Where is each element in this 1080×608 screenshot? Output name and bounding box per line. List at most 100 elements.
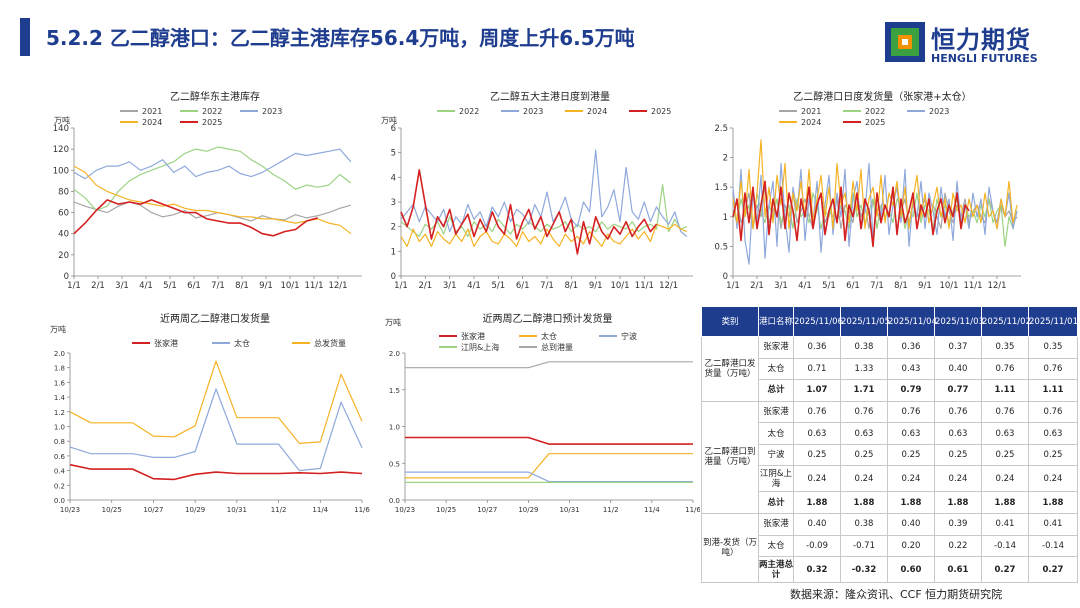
table-cell: 0.63 — [981, 422, 1029, 445]
table-cell: 0.24 — [934, 465, 982, 493]
series-line-总发货量 — [69, 360, 363, 444]
series-line-2025 — [732, 180, 970, 248]
series-line-2021 — [73, 201, 352, 222]
table-cell: 0.63 — [887, 422, 935, 445]
table-cell: 0.41 — [981, 512, 1029, 536]
table-cell: 1.88 — [793, 491, 841, 514]
legend-item: 江阴&上海 — [439, 342, 499, 352]
table-cell: 0.77 — [934, 379, 982, 402]
series-line-总到港量 — [405, 361, 693, 369]
y-axis-unit: 万吨 — [54, 115, 70, 125]
x-tick-label: 10/29 — [185, 506, 205, 514]
table-group-label: 乙二醇港口发货量（万吨） — [701, 336, 759, 402]
x-tick-label: 1/1 — [394, 281, 408, 291]
y-tick-label: 0.6 — [54, 453, 66, 461]
x-tick-label: 10/27 — [477, 506, 497, 514]
x-tick-label: 8/1 — [235, 281, 249, 291]
x-tick-label: 12/1 — [987, 281, 1006, 291]
y-tick-label: 0.4 — [54, 468, 66, 476]
table-cell: 1.11 — [1028, 379, 1078, 402]
legend-item: 2025 — [629, 107, 671, 116]
legend-label: 2022 — [202, 107, 222, 116]
legend-label: 2025 — [651, 107, 671, 116]
x-tick-label: 4/1 — [139, 281, 153, 291]
legend-label: 张家港 — [154, 338, 178, 348]
table-cell: 1.88 — [981, 491, 1029, 514]
x-tick-label: 10/25 — [436, 506, 456, 514]
x-tick-label: 12/1 — [659, 281, 678, 291]
table-cell: -0.32 — [840, 556, 888, 583]
table-cell: 0.76 — [981, 400, 1029, 424]
series-line-张家港 — [405, 436, 693, 445]
x-tick-label: 10/31 — [559, 506, 579, 514]
legend-item: 总到港量 — [519, 342, 573, 352]
table-row-name: 江阴&上海 — [758, 465, 794, 493]
x-tick-label: 7/1 — [870, 281, 884, 291]
chart-svg: 近两周乙二醇港口预计发货量 万吨 0.0 0.5 1.0 1.5 2.0 10/23 10/25… — [385, 312, 700, 514]
x-tick-label: 12/1 — [328, 281, 347, 291]
table-cell: 0.24 — [793, 465, 841, 493]
table-cell: 1.71 — [840, 379, 888, 402]
legend-item: 2021 — [120, 107, 162, 116]
table-row: 太仓 0.63 0.63 0.63 0.63 0.63 0.63 — [702, 422, 1078, 445]
y-tick-label: 6 — [391, 124, 396, 134]
legend-label: 2021 — [142, 107, 162, 116]
logo-text-cn: 恒力期货 — [931, 26, 1031, 54]
y-tick-label: 1.8 — [54, 365, 65, 373]
series-line-张家港 — [69, 463, 363, 481]
table-cell: 0.63 — [934, 422, 982, 445]
table-group-label: 乙二醇港口到港量（万吨） — [701, 400, 759, 514]
company-logo: 恒力期货 HENGLI FUTURES — [885, 16, 1065, 68]
series-line-2025 — [73, 199, 318, 237]
y-tick-label: 0 — [391, 272, 396, 282]
chart-title: 乙二醇华东主港库存 — [170, 90, 260, 103]
table-row-name: 太仓 — [758, 534, 794, 558]
table-row: 宁波 0.25 0.25 0.25 0.25 0.25 0.25 — [702, 443, 1078, 467]
x-tick-label: 2/1 — [91, 281, 105, 291]
table-row: 总计 1.88 1.88 1.88 1.88 1.88 1.88 — [702, 491, 1078, 514]
x-tick-label: 7/1 — [540, 281, 554, 291]
table-cell: -0.14 — [1028, 534, 1078, 558]
title-accent-bar — [20, 18, 30, 56]
table-cell: 0.71 — [793, 357, 841, 381]
table-row-name: 太仓 — [758, 422, 794, 445]
table-row-name: 总计 — [758, 491, 794, 514]
chart-title: 乙二醇五大主港日度到港量 — [490, 90, 610, 103]
table-cell: 0.63 — [793, 422, 841, 445]
legend-label: 2021 — [801, 107, 821, 116]
table-cell: 0.24 — [887, 465, 935, 493]
table-cell: 0.36 — [793, 336, 841, 359]
y-axis-unit: 万吨 — [385, 317, 401, 327]
logo-mark-icon — [885, 22, 925, 62]
table-row-name: 总计 — [758, 379, 794, 402]
table-cell: 1.88 — [887, 491, 935, 514]
chart-daily-arrivals: 乙二醇五大主港日度到港量 万吨 0 1 2 3 4 5 6 1/1 2/1 3/1 4/1 5/1 6/1 7… — [375, 88, 705, 298]
table-cell: 0.76 — [793, 400, 841, 424]
legend-label: 2025 — [865, 118, 885, 127]
table-header-cell: 港口名称 — [758, 306, 794, 337]
y-tick-label: 2.5 — [714, 124, 728, 134]
y-tick-label: 0.0 — [389, 497, 400, 505]
table-cell: 0.41 — [1028, 512, 1078, 536]
x-tick-label: 9/1 — [589, 281, 603, 291]
x-tick-label: 10/1 — [280, 281, 299, 291]
legend-label: 2022 — [865, 107, 885, 116]
x-tick-label: 3/1 — [115, 281, 129, 291]
table-cell: 0.76 — [1028, 400, 1078, 424]
table-cell: 0.25 — [1028, 443, 1078, 467]
y-tick-label: 1.5 — [714, 183, 728, 193]
legend-item: 2021 — [779, 107, 821, 116]
x-tick-label: 10/23 — [395, 506, 415, 514]
table-cell: 1.07 — [793, 379, 841, 402]
chart-title: 乙二醇港口日度发货量（张家港+太仓） — [793, 90, 971, 103]
table-cell: 0.25 — [934, 443, 982, 467]
y-tick-label: 0.2 — [54, 482, 65, 490]
x-tick-label: 7/1 — [211, 281, 225, 291]
legend-item: 总发货量 — [292, 338, 346, 348]
x-tick-label: 10/1 — [610, 281, 629, 291]
x-tick-label: 4/1 — [798, 281, 812, 291]
legend-item: 2022 — [180, 107, 222, 116]
series-line-2023 — [73, 148, 352, 180]
table-cell: 0.35 — [981, 336, 1029, 359]
